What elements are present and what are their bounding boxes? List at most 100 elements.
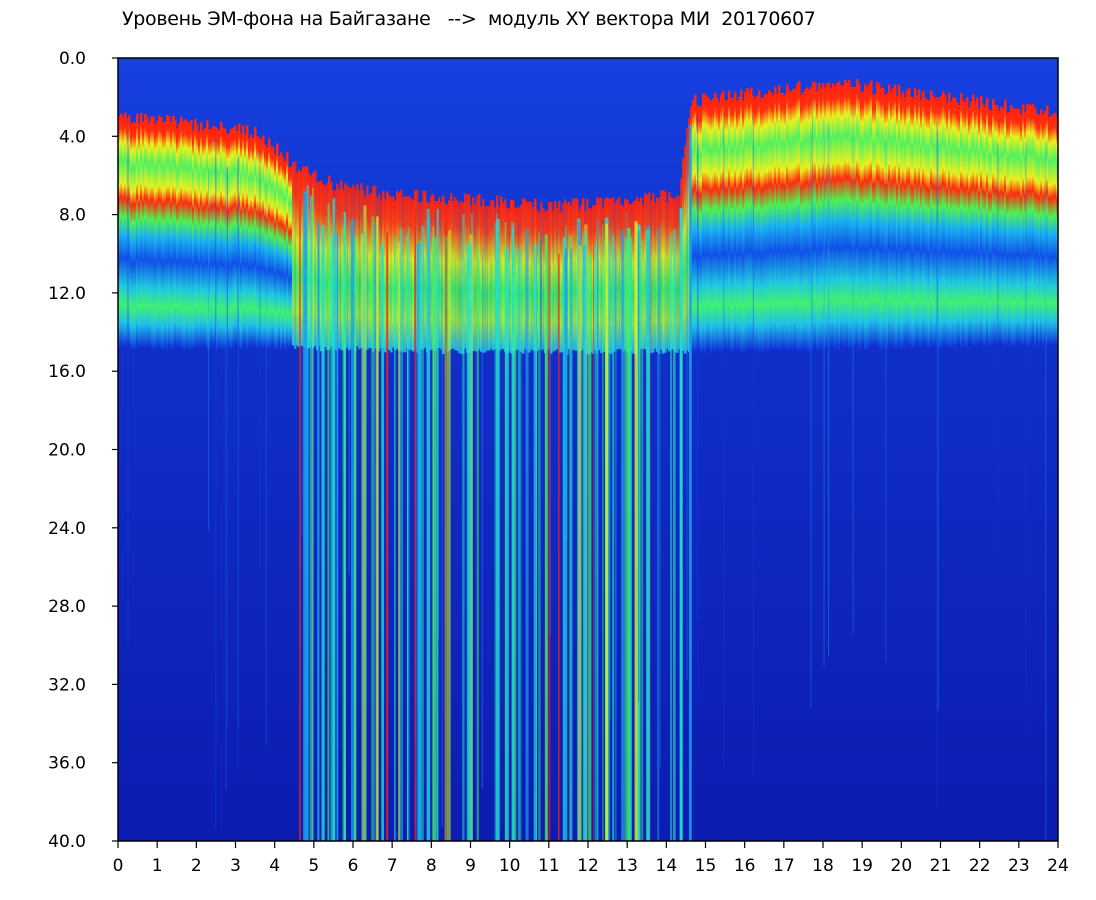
burst-streak [330,233,334,841]
burst-streak [612,235,615,841]
heat-column [200,122,203,347]
heat-column [210,128,213,345]
heat-column [1018,109,1021,344]
y-tick-label: 28.0 [48,597,86,617]
heat-column [882,87,885,349]
heat-column [252,138,255,346]
heat-column [878,83,881,349]
burst-streak [594,243,598,841]
heat-column [164,121,167,348]
heat-column [250,134,253,346]
burst-streak [636,224,641,841]
heat-column [282,157,285,347]
burst-streak [723,111,725,767]
heat-column [964,101,967,349]
heat-column [1042,113,1045,347]
heat-column [132,121,135,350]
burst-streak [624,238,628,841]
heat-column [742,100,745,353]
heat-column [1036,113,1039,342]
heat-column [130,123,133,350]
burst-streak [509,218,511,678]
burst-streak [421,225,424,841]
heat-column [918,89,921,348]
burst-streak [468,242,472,841]
burst-streak [376,216,379,841]
burst-streak [394,235,396,841]
heat-column [682,158,685,352]
x-tick-label: 10 [499,856,521,876]
burst-streak [448,230,451,841]
heat-column [464,193,467,349]
burst-streak [399,228,403,841]
burst-streak [505,247,509,841]
heat-column [126,118,129,346]
heat-column [760,98,763,352]
burst-streak [353,237,357,841]
heat-column [814,82,817,348]
heat-column [296,172,299,346]
heat-column [152,116,155,350]
heat-column [996,105,999,345]
heat-column [196,124,199,347]
burst-streak [688,124,692,841]
heat-column [262,135,265,350]
heat-column [910,96,913,348]
heat-column [574,198,577,351]
heat-column [294,161,297,349]
heat-column [146,116,149,347]
x-tick-label: 14 [656,856,678,876]
heat-column [632,201,635,354]
heat-column [806,87,809,351]
heat-column [598,198,601,351]
heat-column [348,187,351,351]
heat-column [360,183,363,348]
y-tick-label: 8.0 [59,206,86,226]
heat-column [870,80,873,347]
heat-column [572,198,575,350]
heat-column [934,98,937,346]
heat-column [554,200,557,351]
heat-column [268,138,271,350]
heat-column [368,194,371,349]
burst-streak [852,108,854,634]
heat-column [384,198,387,353]
y-tick-label: 24.0 [48,519,86,539]
burst-streak [373,224,378,841]
heat-column [892,88,895,347]
heat-column [266,147,269,350]
heat-column [538,212,541,349]
x-tick-label: 15 [695,856,717,876]
x-tick-label: 7 [387,856,398,876]
heat-column [192,130,195,350]
heat-column [732,98,735,353]
heat-column [134,122,137,350]
heat-column [774,86,777,349]
heat-column [768,90,771,352]
heat-column [976,97,979,346]
heat-column [880,88,883,351]
burst-streak [435,246,438,841]
heat-column [840,86,843,347]
x-tick-label: 24 [1047,856,1069,876]
x-tick-label: 13 [616,856,638,876]
heat-column [766,94,769,351]
burst-streak [609,227,611,721]
heat-column [536,209,539,352]
heat-column [320,180,323,352]
heat-column [990,110,993,345]
heat-column [494,207,497,349]
heat-column [726,100,729,351]
burst-streak [511,222,515,841]
heat-column [968,107,971,344]
heat-column [686,128,689,351]
heat-column [890,91,893,347]
heat-column [920,99,923,348]
burst-streak [416,243,421,841]
heat-column [300,171,303,346]
heat-column [750,87,753,351]
y-tick-label: 12.0 [48,284,86,304]
heat-column [484,206,487,353]
heat-column [998,110,1001,343]
heat-column [408,196,411,350]
